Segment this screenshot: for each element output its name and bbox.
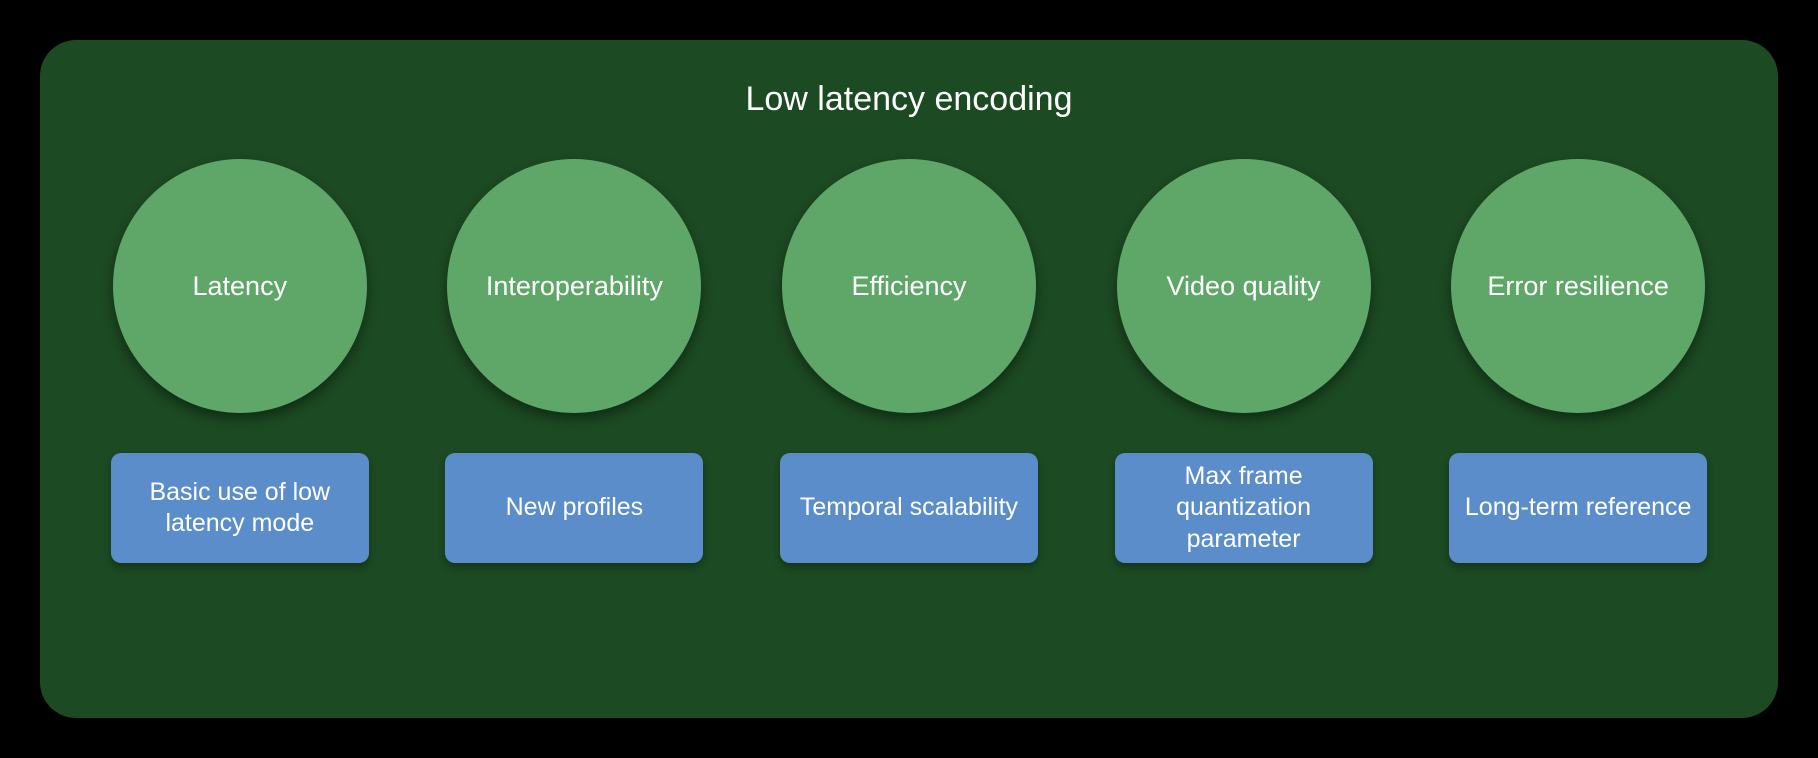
circle-error-resilience: Error resilience xyxy=(1451,159,1705,413)
diagram-column-3: Video quality Max frame quantization par… xyxy=(1104,159,1384,563)
diagram-row: Latency Basic use of low latency mode In… xyxy=(100,159,1718,563)
box-new-profiles: New profiles xyxy=(445,453,703,563)
diagram-title: Low latency encoding xyxy=(745,80,1072,119)
diagram-column-2: Efficiency Temporal scalability xyxy=(769,159,1049,563)
box-long-term-reference: Long-term reference xyxy=(1449,453,1707,563)
box-max-frame-qp: Max frame quantization parameter xyxy=(1115,453,1373,563)
circle-interoperability: Interoperability xyxy=(447,159,701,413)
circle-video-quality: Video quality xyxy=(1117,159,1371,413)
diagram-column-4: Error resilience Long-term reference xyxy=(1438,159,1718,563)
circle-latency: Latency xyxy=(113,159,367,413)
circle-efficiency: Efficiency xyxy=(782,159,1036,413)
diagram-column-0: Latency Basic use of low latency mode xyxy=(100,159,380,563)
box-temporal-scalability: Temporal scalability xyxy=(780,453,1038,563)
diagram-panel: Low latency encoding Latency Basic use o… xyxy=(40,40,1778,718)
box-basic-use: Basic use of low latency mode xyxy=(111,453,369,563)
diagram-column-1: Interoperability New profiles xyxy=(435,159,715,563)
